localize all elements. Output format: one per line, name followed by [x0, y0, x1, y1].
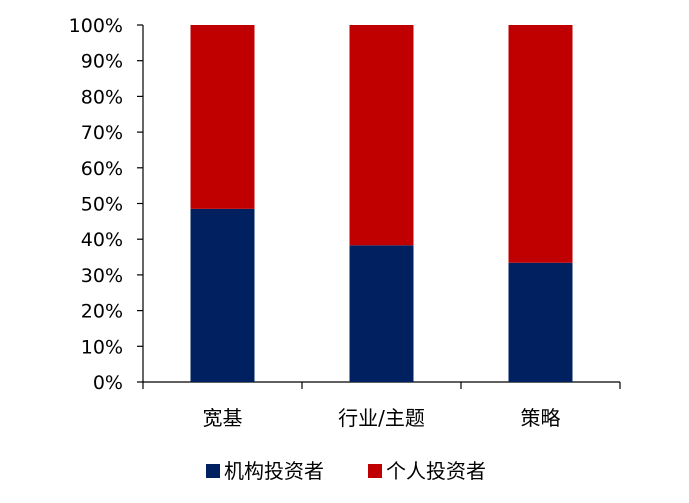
legend-label: 机构投资者 — [224, 459, 324, 483]
bar-segment-institutional — [508, 262, 573, 382]
y-tick-label: 10% — [81, 336, 123, 358]
legend: 机构投资者 个人投资者 — [206, 459, 486, 483]
legend-swatch — [206, 464, 220, 478]
legend-swatch — [368, 464, 382, 478]
x-category-label: 宽基 — [203, 406, 243, 430]
x-category-label: 策略 — [521, 406, 561, 430]
bar-segment-individual — [190, 25, 255, 209]
bar-segment-individual — [508, 25, 573, 263]
y-tick-label: 70% — [81, 122, 123, 144]
y-tick-label: 0% — [93, 372, 123, 394]
bar-segment-individual — [349, 25, 414, 246]
y-tick-label: 100% — [69, 15, 123, 37]
y-tick-label: 60% — [81, 158, 123, 180]
y-tick-label: 50% — [81, 194, 123, 216]
x-category-label: 行业/主题 — [338, 406, 425, 430]
x-category-labels: 宽基 行业/主题 策略 — [203, 406, 561, 430]
legend-label: 个人投资者 — [386, 459, 486, 483]
y-tick-labels: 0% 10% 20% 30% 40% 50% 60% 70% 80% 90% 100% — [69, 15, 123, 394]
y-tick-label: 40% — [81, 229, 123, 251]
y-tick-label: 80% — [81, 86, 123, 108]
y-tick-label: 30% — [81, 265, 123, 287]
bar-segment-institutional — [349, 245, 414, 382]
y-tick-label: 20% — [81, 301, 123, 323]
chart-bars — [190, 25, 573, 382]
bar-segment-institutional — [190, 208, 255, 382]
y-tick-label: 90% — [81, 51, 123, 73]
